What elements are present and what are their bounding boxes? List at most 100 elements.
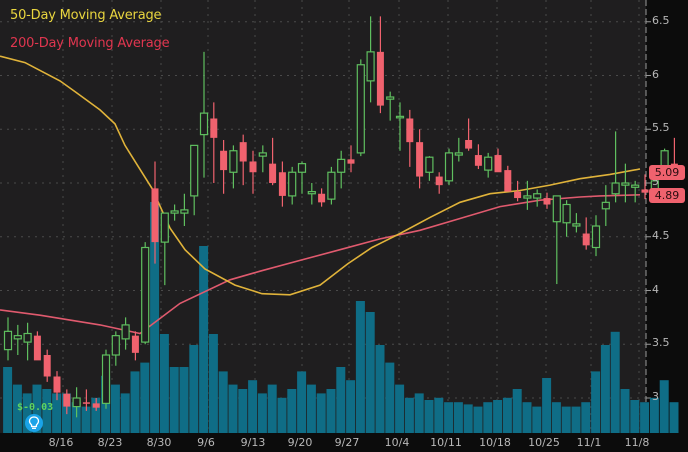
volume-bar: [444, 402, 454, 433]
volume-bar: [591, 371, 601, 433]
volume-bar: [561, 406, 571, 433]
candle: [514, 180, 522, 202]
y-axis-panel: [646, 0, 688, 452]
x-tick-label: 8/16: [48, 436, 74, 449]
candle: [239, 134, 247, 186]
candle: [3, 317, 13, 361]
volume-bar: [512, 389, 522, 433]
x-tick-label: 9/20: [287, 436, 313, 449]
volume-bar: [306, 384, 316, 433]
volume-bar: [640, 402, 650, 433]
candle: [601, 185, 610, 226]
candle: [318, 188, 326, 207]
volume-bar: [297, 371, 307, 433]
candle: [425, 156, 434, 181]
candle: [121, 317, 130, 350]
candle: [631, 180, 640, 203]
volume-bar: [228, 384, 238, 433]
candle: [13, 324, 22, 355]
candle: [23, 322, 32, 361]
x-tick-label: 9/6: [197, 436, 215, 449]
volume-bar: [316, 393, 326, 433]
x-tick-label: 10/4: [384, 436, 410, 449]
x-tick-label: 11/1: [576, 436, 602, 449]
volume-bar: [238, 389, 248, 433]
candle: [465, 118, 473, 151]
x-tick-label: 11/8: [624, 436, 650, 449]
lightbulb-icon[interactable]: [25, 414, 43, 432]
x-tick-label: 10/18: [479, 436, 511, 449]
candle: [543, 192, 551, 209]
candle: [160, 212, 169, 286]
candle: [494, 148, 502, 173]
candle: [180, 193, 189, 226]
volume-bar: [542, 378, 552, 433]
x-tick-label: 8/23: [97, 436, 123, 449]
volume-bar: [649, 397, 659, 433]
candle: [258, 145, 267, 173]
y-tick-label: 5: [652, 175, 659, 188]
x-tick-label: 9/27: [334, 436, 360, 449]
candle: [366, 16, 375, 103]
candle: [249, 150, 257, 194]
candle: [210, 102, 218, 183]
volume-bar: [3, 367, 13, 433]
eps-label: $-0.03: [17, 402, 54, 413]
candle: [484, 152, 493, 178]
candle: [337, 150, 346, 189]
y-tick-label: 4: [652, 282, 659, 296]
candle: [552, 195, 561, 285]
volume-bar: [277, 397, 287, 433]
candle: [376, 16, 384, 114]
candle: [63, 389, 71, 415]
y-tick-label: 3.5: [652, 336, 670, 350]
x-tick-label: 9/13: [240, 436, 266, 449]
candle: [435, 172, 443, 194]
candle: [454, 137, 463, 162]
x-axis-panel: [0, 433, 688, 452]
volume-bar: [130, 371, 140, 433]
candle: [621, 163, 630, 203]
candle: [386, 91, 395, 121]
legend-200-day-ma: 200-Day Moving Average: [10, 36, 170, 51]
volume-bar: [159, 334, 169, 433]
volume-bar: [581, 402, 591, 433]
volume-bar: [502, 397, 512, 433]
volume-bar: [463, 404, 473, 433]
volume-bar: [483, 402, 493, 433]
volume-bar: [336, 367, 346, 433]
volume-bar: [355, 301, 365, 433]
volume-bar: [600, 345, 610, 433]
volume-bar: [110, 384, 120, 433]
candle: [43, 349, 51, 382]
x-tick-label: 8/30: [146, 436, 172, 449]
candle: [82, 389, 90, 411]
candle: [523, 180, 532, 210]
last-price-tag: 5.09: [649, 165, 685, 181]
candle: [190, 144, 199, 216]
candle: [297, 161, 307, 194]
ma200-line: [0, 194, 641, 335]
volume-bar: [91, 397, 101, 433]
volume-bar: [434, 397, 444, 433]
candle: [307, 183, 316, 205]
legend-50-day-ma: 50-Day Moving Average: [10, 8, 162, 23]
y-tick-label: 6.5: [652, 13, 670, 27]
candle: [33, 331, 41, 361]
candle: [611, 131, 620, 203]
candle: [269, 137, 277, 186]
candle: [53, 371, 61, 401]
volume-bar: [414, 393, 424, 433]
y-tick-label: 6: [652, 67, 659, 81]
volume-bar: [42, 389, 52, 433]
volume-bar: [385, 362, 395, 433]
volume-bar: [150, 202, 160, 433]
volume-bar: [522, 402, 532, 433]
candle: [229, 145, 238, 189]
volume-bar: [32, 384, 42, 433]
candle: [141, 242, 150, 345]
volume-bar: [659, 380, 669, 433]
ma200-price-tag: 4.89: [649, 187, 685, 203]
ma50-line: [0, 55, 641, 296]
volume-bar: [346, 380, 356, 433]
